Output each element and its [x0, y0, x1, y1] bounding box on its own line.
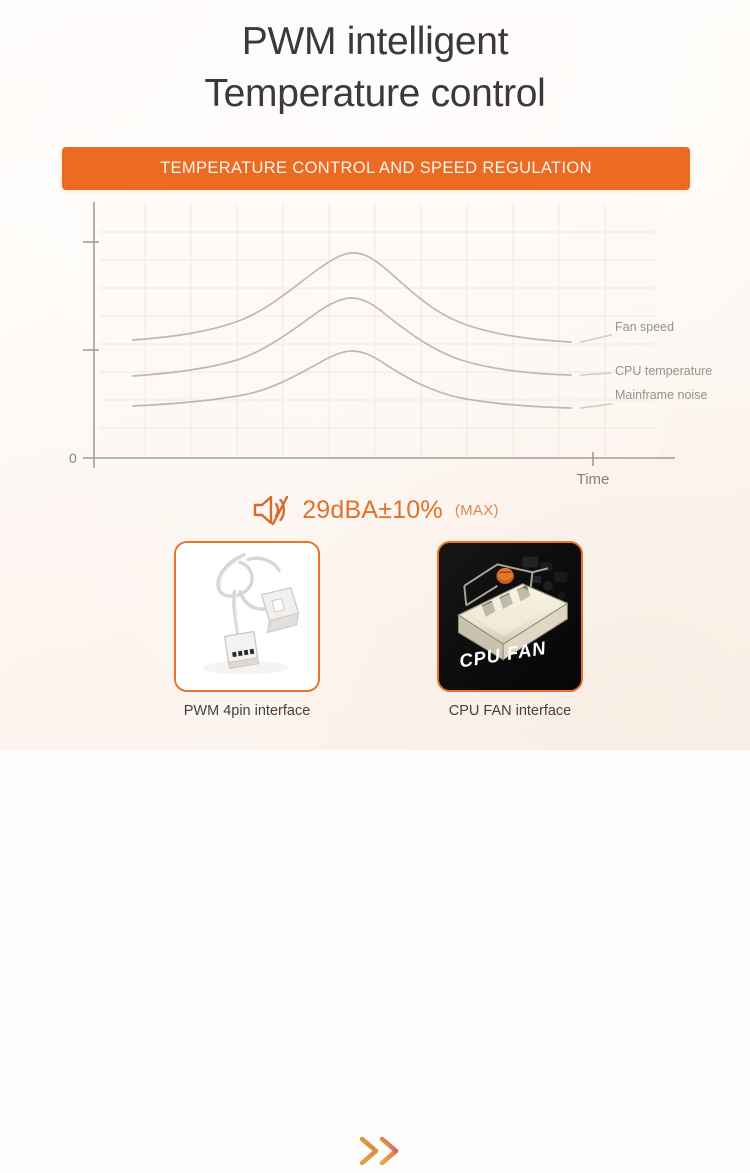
chart-series-mainframe-noise [132, 350, 572, 409]
cpu-fan-header-image: CPU FAN [439, 543, 581, 690]
page-title-line2: Temperature control [204, 72, 546, 115]
speaker-mute-icon [253, 495, 289, 526]
legend-item-cpu-temperature: CPU temperature [615, 364, 713, 378]
capacitor [496, 567, 514, 584]
card-cpu-fan[interactable]: CPU FAN [437, 541, 583, 692]
feature-banner-label: TEMPERATURE CONTROL AND SPEED REGULATION [160, 159, 592, 177]
double-chevron-right-icon [359, 1136, 399, 1166]
card-captions: PWM 4pin interface CPU FAN interface [0, 703, 750, 725]
card-pwm-4pin[interactable] [174, 541, 320, 692]
caption-pwm-4pin: PWM 4pin interface [183, 703, 311, 719]
legend-item-fan-speed: Fan speed [615, 320, 675, 334]
cable-4pin-plug [223, 630, 260, 670]
noise-level-row: 29dBA±10% (MAX) [0, 492, 750, 528]
chart-legend-leaders [580, 334, 612, 409]
cable-fan-connector [260, 587, 300, 634]
noise-level-value: 29dBA±10% [302, 495, 443, 524]
chart-x-axis-label: Time [577, 471, 610, 488]
chart-series-fan-speed [132, 252, 572, 343]
noise-level-qualifier: (MAX) [454, 501, 499, 519]
chart-origin-label: 0 [69, 450, 77, 466]
retention-frame [463, 563, 549, 607]
legend-item-mainframe-noise: Mainframe noise [615, 388, 708, 402]
interface-cards: CPU FAN [0, 541, 750, 1166]
chart-gridlines [99, 204, 655, 456]
feature-banner: TEMPERATURE CONTROL AND SPEED REGULATION [62, 147, 690, 190]
fan-header-connector [457, 583, 569, 661]
caption-cpu-fan: CPU FAN interface [448, 703, 572, 719]
temperature-speed-chart: 0 Time [55, 198, 715, 498]
page-title: PWM intelligent Temperature control [0, 16, 750, 120]
pwm-4pin-cable-image [176, 543, 318, 690]
chart-series-cpu-temperature [132, 297, 572, 377]
page-title-line1: PWM intelligent [241, 20, 509, 63]
chart-plot-area [99, 204, 659, 458]
